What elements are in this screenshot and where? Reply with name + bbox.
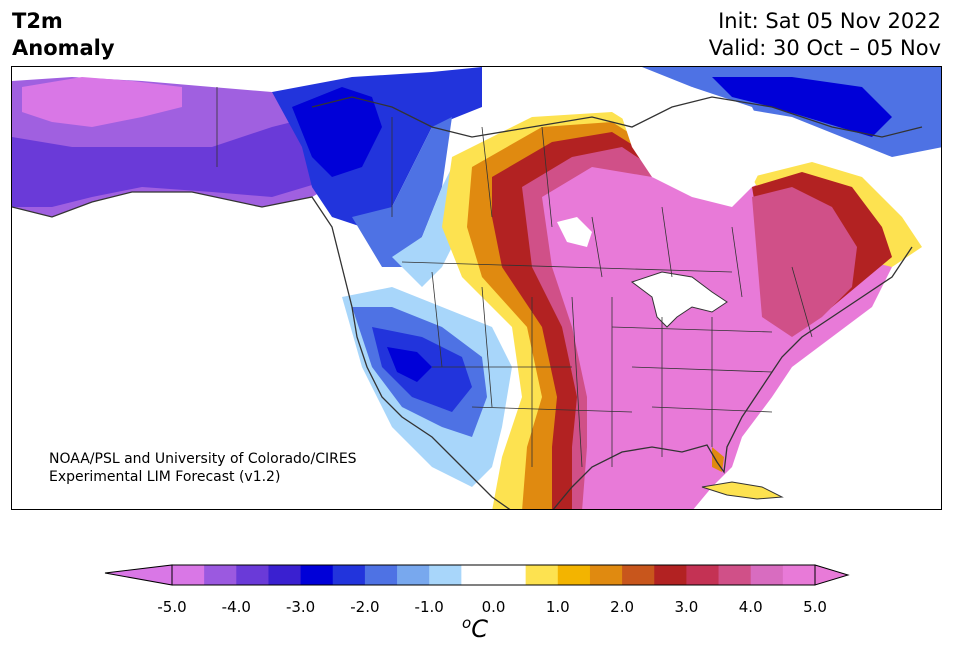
colorbar-cell	[364, 565, 398, 585]
colorbar-tick-label: -1.0	[414, 598, 444, 616]
colorbar-cell	[686, 565, 720, 585]
colorbar-cell	[461, 565, 494, 585]
colorbar-cell	[654, 565, 687, 585]
lake-winnipeg	[557, 217, 592, 247]
colorbar-cells	[172, 565, 816, 585]
coastline-west	[12, 191, 511, 509]
credit-line-2: Experimental LIM Forecast (v1.2)	[49, 469, 281, 485]
colorbar-tick-label: 1.0	[545, 598, 570, 616]
colorbar-cell	[589, 565, 623, 585]
coastline-gulf	[552, 246, 913, 509]
cold-anomaly-northeast-core	[712, 77, 892, 137]
credit-line-1: NOAA/PSL and University of Colorado/CIRE…	[49, 451, 357, 467]
unit-label: oC	[462, 614, 488, 643]
colorbar-outline	[171, 564, 816, 586]
colorbar-tick-label: 3.0	[674, 598, 699, 616]
unit-superscript: o	[462, 614, 472, 632]
colorbar-cell	[718, 565, 752, 585]
colorbar-cell	[172, 565, 205, 585]
colorbar-cell	[268, 565, 302, 585]
political-borders	[216, 87, 813, 468]
forecast-dates: Init: Sat 05 Nov 2022 Valid: 30 Oct – 05…	[709, 8, 941, 62]
warm-band-northeast-rose	[752, 187, 857, 337]
valid-range: Valid: 30 Oct – 05 Nov	[708, 36, 941, 60]
cold-anomaly-alaska-inner	[12, 117, 332, 207]
colorbar-cell	[782, 565, 816, 585]
colorbar-under-triangle	[104, 564, 173, 586]
map-canvas	[12, 67, 941, 509]
cool-band-west	[352, 117, 452, 267]
anomaly-map	[11, 66, 942, 510]
colorbar-cell	[397, 565, 430, 585]
coastline-cuba	[701, 481, 784, 500]
map-title: T2m Anomaly	[12, 8, 115, 62]
cold-anomaly-alaska-core	[22, 77, 182, 127]
colorbar	[104, 564, 850, 586]
florida-tip	[712, 447, 724, 472]
colorbar-tick-label: 5.0	[803, 598, 827, 616]
colorbar-over-triangle	[814, 564, 850, 586]
colorbar-cell	[332, 565, 366, 585]
colorbar-cell	[429, 565, 462, 585]
colorbar-tick-label: -3.0	[285, 598, 316, 616]
coastline-north	[311, 96, 923, 138]
unit-letter: C	[471, 615, 488, 643]
colorbar-tick-label: 2.0	[610, 598, 635, 616]
credit-text: NOAA/PSL and University of Colorado/CIRE…	[49, 450, 357, 486]
colorbar-cell	[557, 565, 591, 585]
hudson-bay	[622, 87, 772, 207]
colorbar-cell	[493, 565, 527, 585]
colorbar-cell	[236, 565, 269, 585]
variable-label: T2m	[12, 9, 63, 33]
colorbar-cell	[750, 565, 784, 585]
anomaly-label: Anomaly	[12, 36, 115, 60]
colorbar-tick-label: 0.0	[481, 598, 506, 616]
cold-anomaly-canada-core	[292, 87, 382, 177]
colorbar-cell	[204, 565, 237, 585]
colorbar-tick-label: 4.0	[738, 598, 763, 616]
great-lakes	[630, 271, 728, 328]
init-date: Init: Sat 05 Nov 2022	[718, 9, 941, 33]
colorbar-tick-label: -5.0	[157, 598, 187, 616]
colorbar-tick-label: -2.0	[350, 598, 380, 616]
cold-anomaly-southwest-peak	[387, 347, 432, 382]
colorbar-cell	[300, 565, 334, 585]
colorbar-tick-label: -4.0	[221, 598, 251, 616]
colorbar-cell	[622, 565, 655, 585]
colorbar-cell	[525, 565, 559, 585]
